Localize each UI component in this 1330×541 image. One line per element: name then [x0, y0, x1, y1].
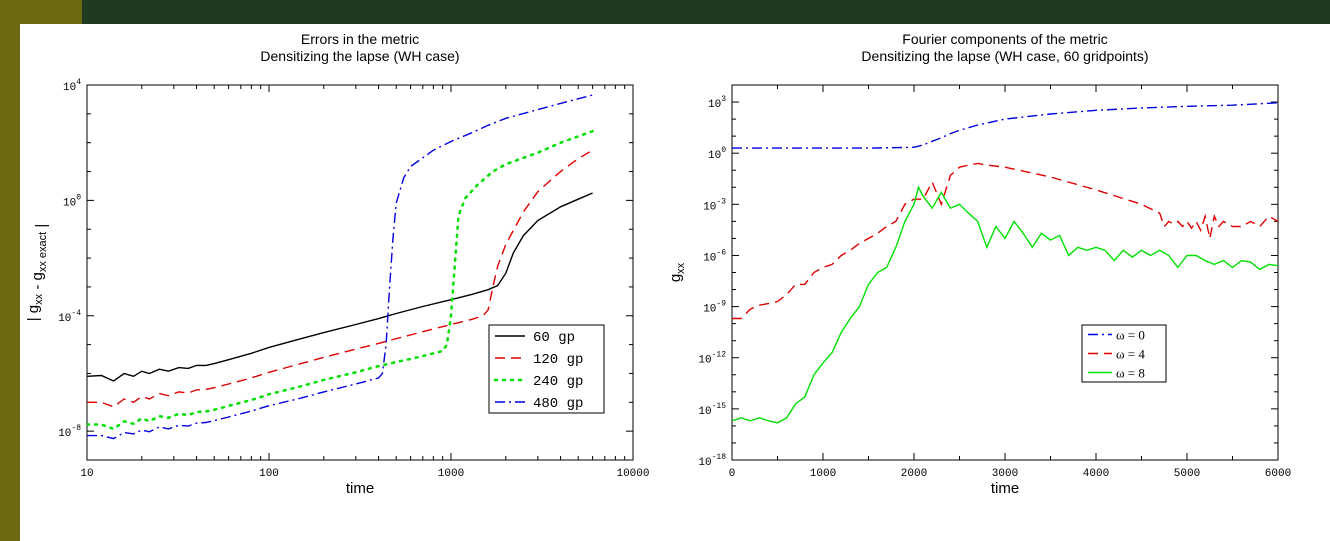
- legend-label: 480 gp: [533, 396, 583, 412]
- top-bar: [0, 0, 1330, 24]
- y-tick-label: 104: [63, 78, 81, 94]
- x-tick-label: 100: [259, 468, 279, 480]
- legend: ω = 0 ω = 4 ω = 8: [1081, 324, 1167, 383]
- chart-title: Errors in the metric: [301, 31, 419, 47]
- legend-label: ω = 4: [1116, 347, 1145, 362]
- y-tick-label: 10-8: [58, 424, 81, 440]
- chart-title: Fourier components of the metric: [902, 31, 1107, 47]
- series-line-1: [732, 162, 1278, 320]
- chart-subtitle: Densitizing the lapse (WH case): [260, 48, 459, 64]
- x-tick-label: 2000: [901, 468, 927, 480]
- y-tick-label: 103: [708, 95, 726, 111]
- series-line-0: [732, 102, 1278, 149]
- series-line-0: [87, 192, 593, 382]
- series-line-1: [87, 149, 593, 408]
- legend-box: [488, 324, 605, 414]
- x-tick-label: 3000: [992, 468, 1018, 480]
- legend-label: 240 gp: [533, 374, 583, 390]
- chart-subtitle: Densitizing the lapse (WH case, 60 gridp…: [861, 48, 1148, 64]
- x-tick-label: 10000: [616, 468, 649, 480]
- y-axis-label: gxx: [667, 262, 687, 282]
- y-axis-label: | gxx - gxx exact |: [25, 224, 50, 322]
- plot-frame: [86, 84, 634, 461]
- legend-label: 120 gp: [533, 352, 583, 368]
- x-tick-label: 1000: [438, 468, 464, 480]
- x-axis-label: time: [991, 480, 1019, 497]
- y-tick-label: 10-9: [703, 300, 726, 316]
- series-line-2: [87, 129, 594, 431]
- y-tick-label: 10-18: [698, 453, 726, 469]
- y-tick-label: 10-3: [703, 197, 726, 213]
- series-line-3: [87, 94, 593, 440]
- legend-label: 60 gp: [533, 330, 575, 346]
- y-tick-label: 100: [708, 146, 726, 162]
- x-tick-label: 0: [729, 468, 736, 480]
- y-tick-label: 10-15: [698, 402, 726, 418]
- x-tick-label: 1000: [810, 468, 836, 480]
- x-tick-label: 10: [80, 468, 93, 480]
- top-bar-strip: [82, 0, 1330, 24]
- y-tick-label: 10-4: [58, 309, 81, 325]
- y-tick-label: 100: [63, 193, 81, 209]
- x-tick-label: 4000: [1083, 468, 1109, 480]
- left-sidebar-strip: [0, 24, 20, 541]
- top-bar-accent: [0, 0, 82, 24]
- x-tick-label: 6000: [1265, 468, 1291, 480]
- y-tick-label: 10-12: [698, 351, 726, 367]
- legend-label: ω = 0: [1116, 328, 1145, 343]
- series-line-2: [732, 185, 1278, 424]
- x-tick-label: 5000: [1174, 468, 1200, 480]
- legend: 60 gp 120 gp 240 gp 480 gp: [488, 324, 605, 414]
- legend-label: ω = 8: [1116, 366, 1145, 381]
- y-tick-label: 10-6: [703, 248, 726, 264]
- x-axis-label: time: [346, 480, 374, 497]
